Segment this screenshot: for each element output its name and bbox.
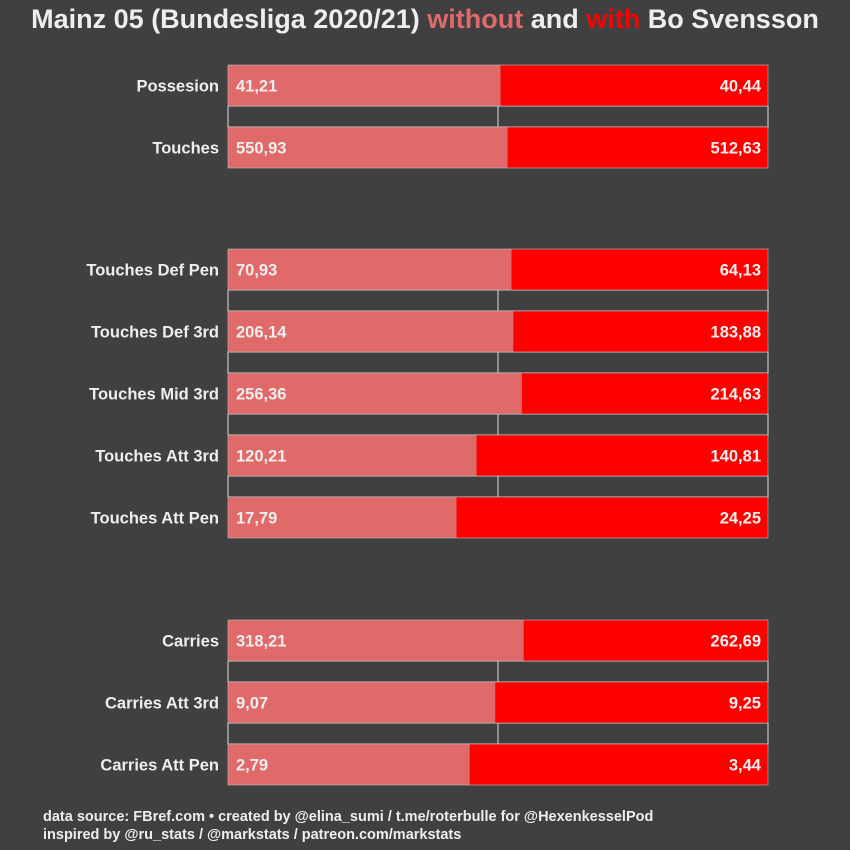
footer-source-line: data source: FBref.com • created by @eli… — [43, 809, 654, 825]
value-without-carries-att-pen: 2,79 — [236, 757, 268, 775]
value-with-carries: 262,69 — [711, 633, 761, 651]
value-with-carries-att-3rd: 9,25 — [729, 695, 761, 713]
value-with-touches: 512,63 — [711, 140, 761, 158]
value-without-touches-mid-3rd: 256,36 — [236, 386, 286, 404]
bar-with-possesion — [500, 65, 768, 106]
footer-inspired-line: inspired by @ru_stats / @markstats / pat… — [43, 827, 462, 843]
value-with-touches-def-pen: 64,13 — [720, 262, 761, 280]
bar-without-carries — [228, 620, 524, 661]
title-prefix: Mainz 05 (Bundesliga 2020/21) — [31, 4, 428, 34]
row-label-carries-att-3rd: Carries Att 3rd — [105, 695, 219, 713]
bar-with-carries-att-3rd — [495, 682, 768, 723]
title-with-word: with — [586, 4, 641, 34]
bar-outline-touches-def-3rd — [227, 310, 769, 353]
row-label-touches-def-pen: Touches Def Pen — [86, 262, 219, 280]
bar-without-touches-def-3rd — [228, 311, 514, 352]
value-without-touches-def-pen: 70,93 — [236, 262, 277, 280]
bar-outline-carries-att-pen — [227, 743, 769, 786]
bar-without-carries-att-pen — [228, 744, 470, 785]
bar-outline-touches — [227, 126, 769, 169]
bar-without-touches-att-3rd — [228, 435, 477, 476]
value-without-carries-att-3rd: 9,07 — [236, 695, 268, 713]
bar-without-carries-att-3rd — [228, 682, 496, 723]
row-label-carries: Carries — [162, 633, 219, 651]
bar-with-touches — [507, 127, 768, 168]
bar-without-touches — [228, 127, 508, 168]
value-without-touches-def-3rd: 206,14 — [236, 324, 287, 342]
row-label-touches-att-pen: Touches Att Pen — [91, 510, 219, 528]
value-with-touches-def-3rd: 183,88 — [711, 324, 761, 342]
title-mid: and — [523, 4, 587, 34]
title-suffix: Bo Svensson — [640, 4, 819, 34]
bar-outline-touches-def-pen — [227, 248, 769, 291]
bar-with-carries — [523, 620, 768, 661]
bar-without-touches-def-pen — [228, 249, 512, 290]
row-label-carries-att-pen: Carries Att Pen — [100, 757, 219, 775]
bar-with-touches-def-3rd — [513, 311, 768, 352]
row-label-touches-att-3rd: Touches Att 3rd — [95, 448, 219, 466]
bar-with-touches-att-3rd — [476, 435, 768, 476]
value-with-touches-att-pen: 24,25 — [720, 510, 761, 528]
bar-without-touches-mid-3rd — [228, 373, 522, 414]
bar-outline-carries — [227, 619, 769, 662]
value-without-touches-att-3rd: 120,21 — [236, 448, 286, 466]
value-with-touches-att-3rd: 140,81 — [711, 448, 761, 466]
chart-footer: data source: FBref.com • created by @eli… — [43, 808, 653, 844]
row-label-possesion: Possesion — [136, 78, 219, 96]
row-label-touches-def-3rd: Touches Def 3rd — [91, 324, 219, 342]
bar-with-touches-def-pen — [511, 249, 768, 290]
value-with-carries-att-pen: 3,44 — [729, 757, 762, 775]
value-without-touches: 550,93 — [236, 140, 286, 158]
value-with-possesion: 40,44 — [720, 78, 762, 96]
value-without-possesion: 41,21 — [236, 78, 277, 96]
value-without-carries: 318,21 — [236, 633, 286, 651]
value-with-touches-mid-3rd: 214,63 — [711, 386, 761, 404]
row-label-touches-mid-3rd: Touches Mid 3rd — [89, 386, 219, 404]
bar-outline-carries-att-3rd — [227, 681, 769, 724]
value-without-touches-att-pen: 17,79 — [236, 510, 277, 528]
bar-outline-touches-mid-3rd — [227, 372, 769, 415]
bar-without-touches-att-pen — [228, 497, 457, 538]
row-label-touches: Touches — [152, 140, 219, 158]
bar-outline-touches-att-3rd — [227, 434, 769, 477]
bar-without-possesion — [228, 65, 501, 106]
bar-with-touches-mid-3rd — [521, 373, 768, 414]
bar-outline-possesion — [227, 64, 769, 107]
bar-outline-touches-att-pen — [227, 496, 769, 539]
bar-with-touches-att-pen — [456, 497, 768, 538]
chart-title: Mainz 05 (Bundesliga 2020/21) without an… — [0, 4, 850, 35]
bar-with-carries-att-pen — [469, 744, 768, 785]
title-without-word: without — [427, 4, 524, 34]
